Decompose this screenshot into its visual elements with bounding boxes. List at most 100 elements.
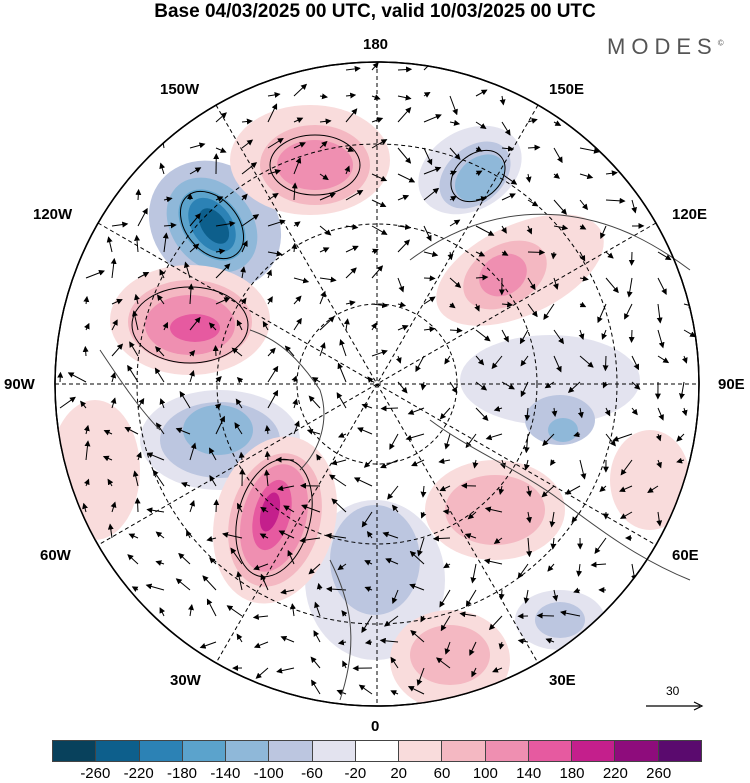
wind-vector: [336, 392, 347, 409]
wind-vector: [397, 194, 410, 201]
lon-label-0: 0: [371, 718, 380, 735]
anomaly-field: [55, 62, 697, 706]
wind-vector: [397, 301, 407, 308]
wind-vector: [111, 221, 129, 228]
lon-label-30e: 30E: [549, 672, 576, 689]
wind-vector: [475, 170, 483, 177]
wind-vector: [523, 433, 530, 454]
wind-vector: [423, 326, 436, 333]
wind-vector: [397, 147, 412, 164]
wind-vector: [420, 615, 427, 623]
wind-vector: [111, 343, 124, 357]
wind-vector: [407, 686, 425, 695]
wind-vector: [319, 316, 335, 331]
wind-vector: [293, 221, 301, 228]
wind-vector: [264, 425, 271, 435]
wind-vector: [311, 679, 321, 695]
wind-vector: [319, 276, 337, 283]
wind-vector: [154, 367, 165, 383]
wind-vector: [501, 329, 509, 343]
wind-vector: [215, 415, 225, 435]
lon-label-90w: 90W: [4, 376, 35, 393]
wind-vector: [361, 511, 373, 528]
wind-vector: [444, 355, 451, 365]
wind-vector: [420, 511, 427, 519]
brand-text: MODES: [607, 34, 718, 59]
graticule: [55, 62, 699, 706]
wind-vector: [423, 166, 442, 175]
wind-vector: [353, 477, 373, 487]
wind-vector: [209, 447, 217, 461]
wind-vector: [465, 433, 477, 449]
wind-vector: [175, 427, 191, 435]
wind-vector: [83, 295, 90, 305]
wind-vector: [319, 192, 336, 201]
wind-vector: [292, 398, 299, 409]
reference-vector-arrow: [646, 701, 704, 711]
map-title: Base 04/03/2025 00 UTC, valid 10/03/2025…: [154, 1, 596, 22]
wind-vector: [155, 422, 165, 435]
colorbar-cell: [53, 741, 97, 761]
wind-vector: [527, 144, 541, 151]
wind-vector: [395, 355, 402, 364]
wind-vector: [547, 563, 555, 572]
wind-vector: [410, 630, 425, 643]
wind-vector: [576, 563, 583, 577]
wind-vector: [475, 329, 491, 342]
wind-vector: [492, 667, 503, 673]
wind-vector: [308, 563, 321, 575]
wind-vector: [235, 398, 243, 409]
wind-vector: [345, 65, 361, 72]
wind-vector: [423, 91, 431, 98]
wind-vector: [439, 485, 451, 492]
wind-vector: [501, 250, 509, 256]
wind-vector: [131, 586, 139, 592]
wind-vector: [293, 117, 304, 123]
wind-vector: [475, 250, 486, 257]
wind-vector: [523, 459, 530, 471]
wind-vector: [152, 469, 165, 487]
colorbar-cell: [572, 741, 616, 761]
wind-vector: [493, 537, 503, 544]
wind-vector: [619, 485, 633, 492]
wind-vector: [67, 372, 87, 383]
wind-vector: [420, 381, 427, 391]
wind-vector: [106, 236, 113, 253]
wind-vector: [316, 582, 323, 591]
wind-vector: [357, 427, 373, 435]
colorbar-tick-label: -220: [123, 765, 154, 782]
wind-vector: [599, 485, 607, 492]
wind-vector: [501, 145, 514, 152]
wind-vector: [236, 633, 243, 643]
wind-vector: [683, 329, 697, 338]
wind-vector: [159, 607, 165, 617]
wind-vector: [600, 225, 607, 240]
wind-vector: [260, 573, 269, 591]
wind-vector: [180, 481, 191, 488]
wind-vector: [550, 537, 557, 550]
anomaly-high-west-atlantic: [55, 400, 140, 540]
wind-vector: [444, 641, 451, 655]
wind-vector: [524, 407, 531, 422]
wind-vector: [488, 615, 503, 631]
lon-label-90e: 90E: [718, 376, 745, 393]
wind-vector: [517, 638, 529, 645]
wind-vector: [364, 639, 373, 646]
wind-vector: [474, 303, 480, 312]
wind-vector: [483, 558, 503, 565]
wind-vector: [579, 251, 586, 262]
wind-vector: [241, 193, 248, 201]
wind-vector: [594, 537, 607, 555]
wind-vector: [290, 603, 296, 617]
wind-vector: [380, 405, 399, 412]
wind-vector: [110, 371, 117, 383]
wind-vector: [293, 157, 302, 175]
wind-vector: [657, 355, 670, 364]
wind-vector: [501, 301, 514, 308]
wind-vector: [132, 470, 139, 487]
wind-vector: [389, 433, 399, 450]
colorbar-cell: [528, 741, 573, 761]
wind-vector: [189, 142, 206, 149]
wind-vector: [253, 641, 269, 649]
wind-vector: [397, 94, 412, 101]
